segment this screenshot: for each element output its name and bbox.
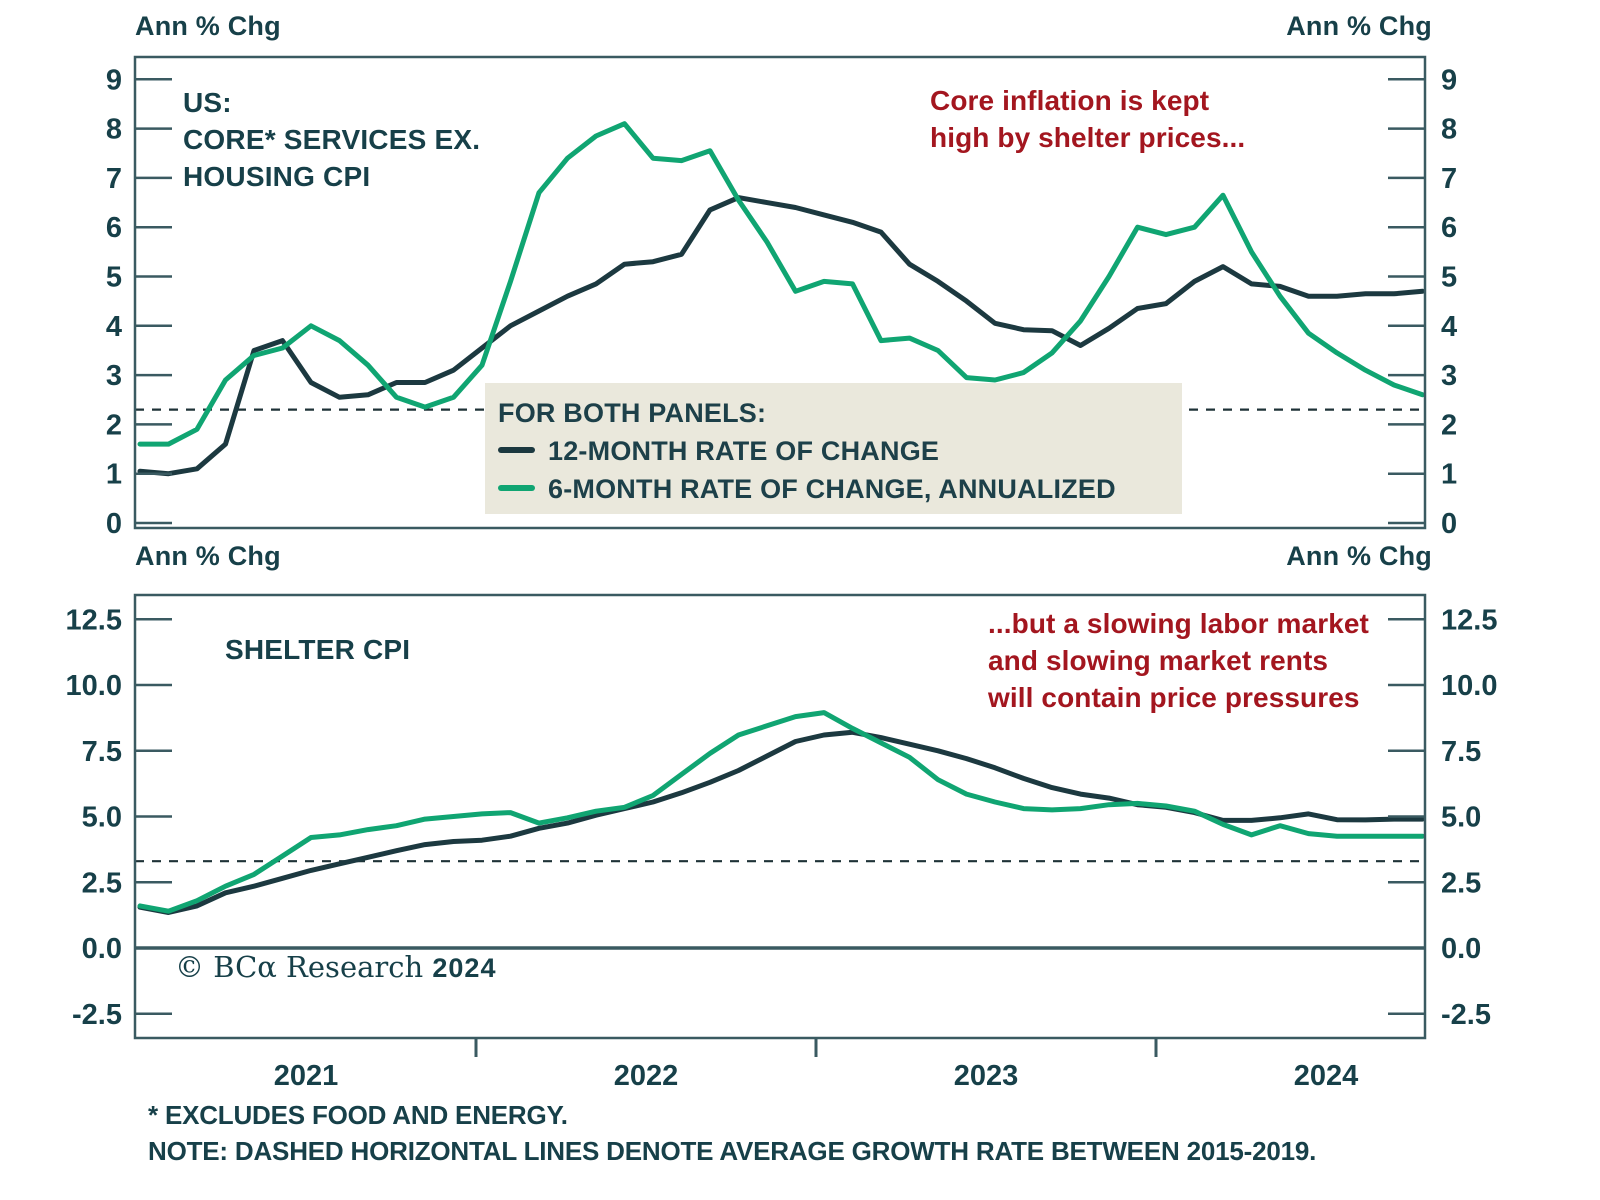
- y-tick-label-right: 4: [1441, 311, 1457, 343]
- y-tick-label-right: 0: [1441, 508, 1457, 540]
- x-year-label: 2024: [1294, 1060, 1359, 1092]
- bottom-panel-title: SHELTER CPI: [225, 634, 411, 665]
- y-tick-label-right: 9: [1441, 64, 1457, 96]
- top-panel-title: US: CORE* SERVICES EX. HOUSING CPI: [183, 84, 480, 195]
- y-tick-label-right: 6: [1441, 212, 1457, 244]
- y-tick-label-left: 9: [106, 64, 122, 96]
- top-panel-title-line1: US:: [183, 87, 232, 118]
- y-tick-label-left: 0.0: [82, 933, 122, 965]
- top-panel-title-line2: CORE* SERVICES EX.: [183, 124, 481, 155]
- copyright-notice: © BCα Research 2024: [175, 950, 496, 984]
- y-axis-unit-label-top-left: Ann % Chg: [135, 11, 281, 41]
- legend-swatch-12-month: [498, 446, 535, 453]
- annotation-line: Core inflation is kept: [930, 85, 1210, 116]
- y-tick-label-right: 12.5: [1441, 604, 1497, 636]
- annotation-line: and slowing market rents: [988, 645, 1329, 676]
- y-tick-label-left: 4: [106, 311, 122, 343]
- y-tick-label-right: 7: [1441, 163, 1457, 195]
- y-tick-label-left: 3: [106, 360, 122, 392]
- legend-title: FOR BOTH PANELS:: [498, 398, 767, 428]
- y-tick-label-left: 10.0: [66, 670, 122, 702]
- legend-item-label: 12-MONTH RATE OF CHANGE: [548, 436, 940, 466]
- y-tick-label-left: 6: [106, 212, 122, 244]
- annotation-line: will contain price pressures: [988, 682, 1360, 713]
- y-tick-label-right: 0.0: [1441, 933, 1481, 965]
- legend: FOR BOTH PANELS: 12-MONTH RATE OF CHANGE…: [485, 383, 1182, 514]
- x-year-label: 2021: [274, 1060, 339, 1092]
- legend-item-12-month: 12-MONTH RATE OF CHANGE: [498, 432, 1182, 470]
- panel-border: [133, 55, 1427, 530]
- top-panel-title-line3: HOUSING CPI: [183, 161, 371, 192]
- y-tick-label-right: 3: [1441, 360, 1457, 392]
- series-line-12-month: [137, 195, 1425, 477]
- annotation-line: high by shelter prices...: [930, 122, 1246, 153]
- annotation-line: ...but a slowing labor market: [988, 608, 1369, 639]
- bottom-panel-annotation: ...but a slowing labor market and slowin…: [988, 605, 1369, 716]
- y-tick-label-right: 2: [1441, 409, 1457, 441]
- copyright-text: © BCα Research: [175, 950, 424, 984]
- y-tick-label-left: 2: [106, 409, 122, 441]
- y-axis-unit-label-mid-left: Ann % Chg: [135, 541, 281, 571]
- y-tick-label-right: 5: [1441, 262, 1457, 294]
- series-line-6-month: [137, 121, 1425, 447]
- y-tick-label-left: 5.0: [82, 802, 122, 834]
- y-tick-label-right: 10.0: [1441, 670, 1497, 702]
- series-line-12-month: [137, 729, 1425, 915]
- y-tick-label-left: 0: [106, 508, 122, 540]
- footnote-dashed-lines-note: NOTE: DASHED HORIZONTAL LINES DENOTE AVE…: [148, 1136, 1317, 1166]
- y-tick-label-right: 8: [1441, 114, 1457, 146]
- series-line-6-month: [137, 710, 1425, 914]
- x-year-label: 2023: [954, 1060, 1019, 1092]
- y-tick-label-left: 12.5: [66, 604, 122, 636]
- y-tick-label-right: 7.5: [1441, 736, 1481, 768]
- y-axis-unit-label-mid-right: Ann % Chg: [1286, 541, 1432, 571]
- footnotes: * EXCLUDES FOOD AND ENERGY. NOTE: DASHED…: [148, 1097, 1316, 1169]
- y-tick-label-right: -2.5: [1441, 999, 1491, 1031]
- y-tick-label-left: 1: [106, 459, 122, 491]
- y-tick-label-right: 1: [1441, 459, 1457, 491]
- y-axis-unit-label-top-right: Ann % Chg: [1286, 11, 1432, 41]
- legend-item-6-month: 6-MONTH RATE OF CHANGE, ANNUALIZED: [498, 470, 1182, 508]
- y-tick-label-left: 8: [106, 114, 122, 146]
- legend-swatch-6-month: [498, 484, 535, 491]
- y-tick-label-left: 7.5: [82, 736, 122, 768]
- y-tick-label-right: 2.5: [1441, 867, 1481, 899]
- legend-item-label: 6-MONTH RATE OF CHANGE, ANNUALIZED: [548, 474, 1116, 504]
- footnote-excludes-food-energy: * EXCLUDES FOOD AND ENERGY.: [148, 1100, 568, 1130]
- top-panel-annotation: Core inflation is kept high by shelter p…: [930, 82, 1245, 156]
- y-tick-label-left: -2.5: [72, 999, 122, 1031]
- y-tick-label-left: 2.5: [82, 867, 122, 899]
- x-year-label: 2022: [614, 1060, 679, 1092]
- copyright-year: 2024: [432, 953, 497, 983]
- y-tick-label-right: 5.0: [1441, 802, 1481, 834]
- y-tick-label-left: 5: [106, 262, 122, 294]
- y-tick-label-left: 7: [106, 163, 122, 195]
